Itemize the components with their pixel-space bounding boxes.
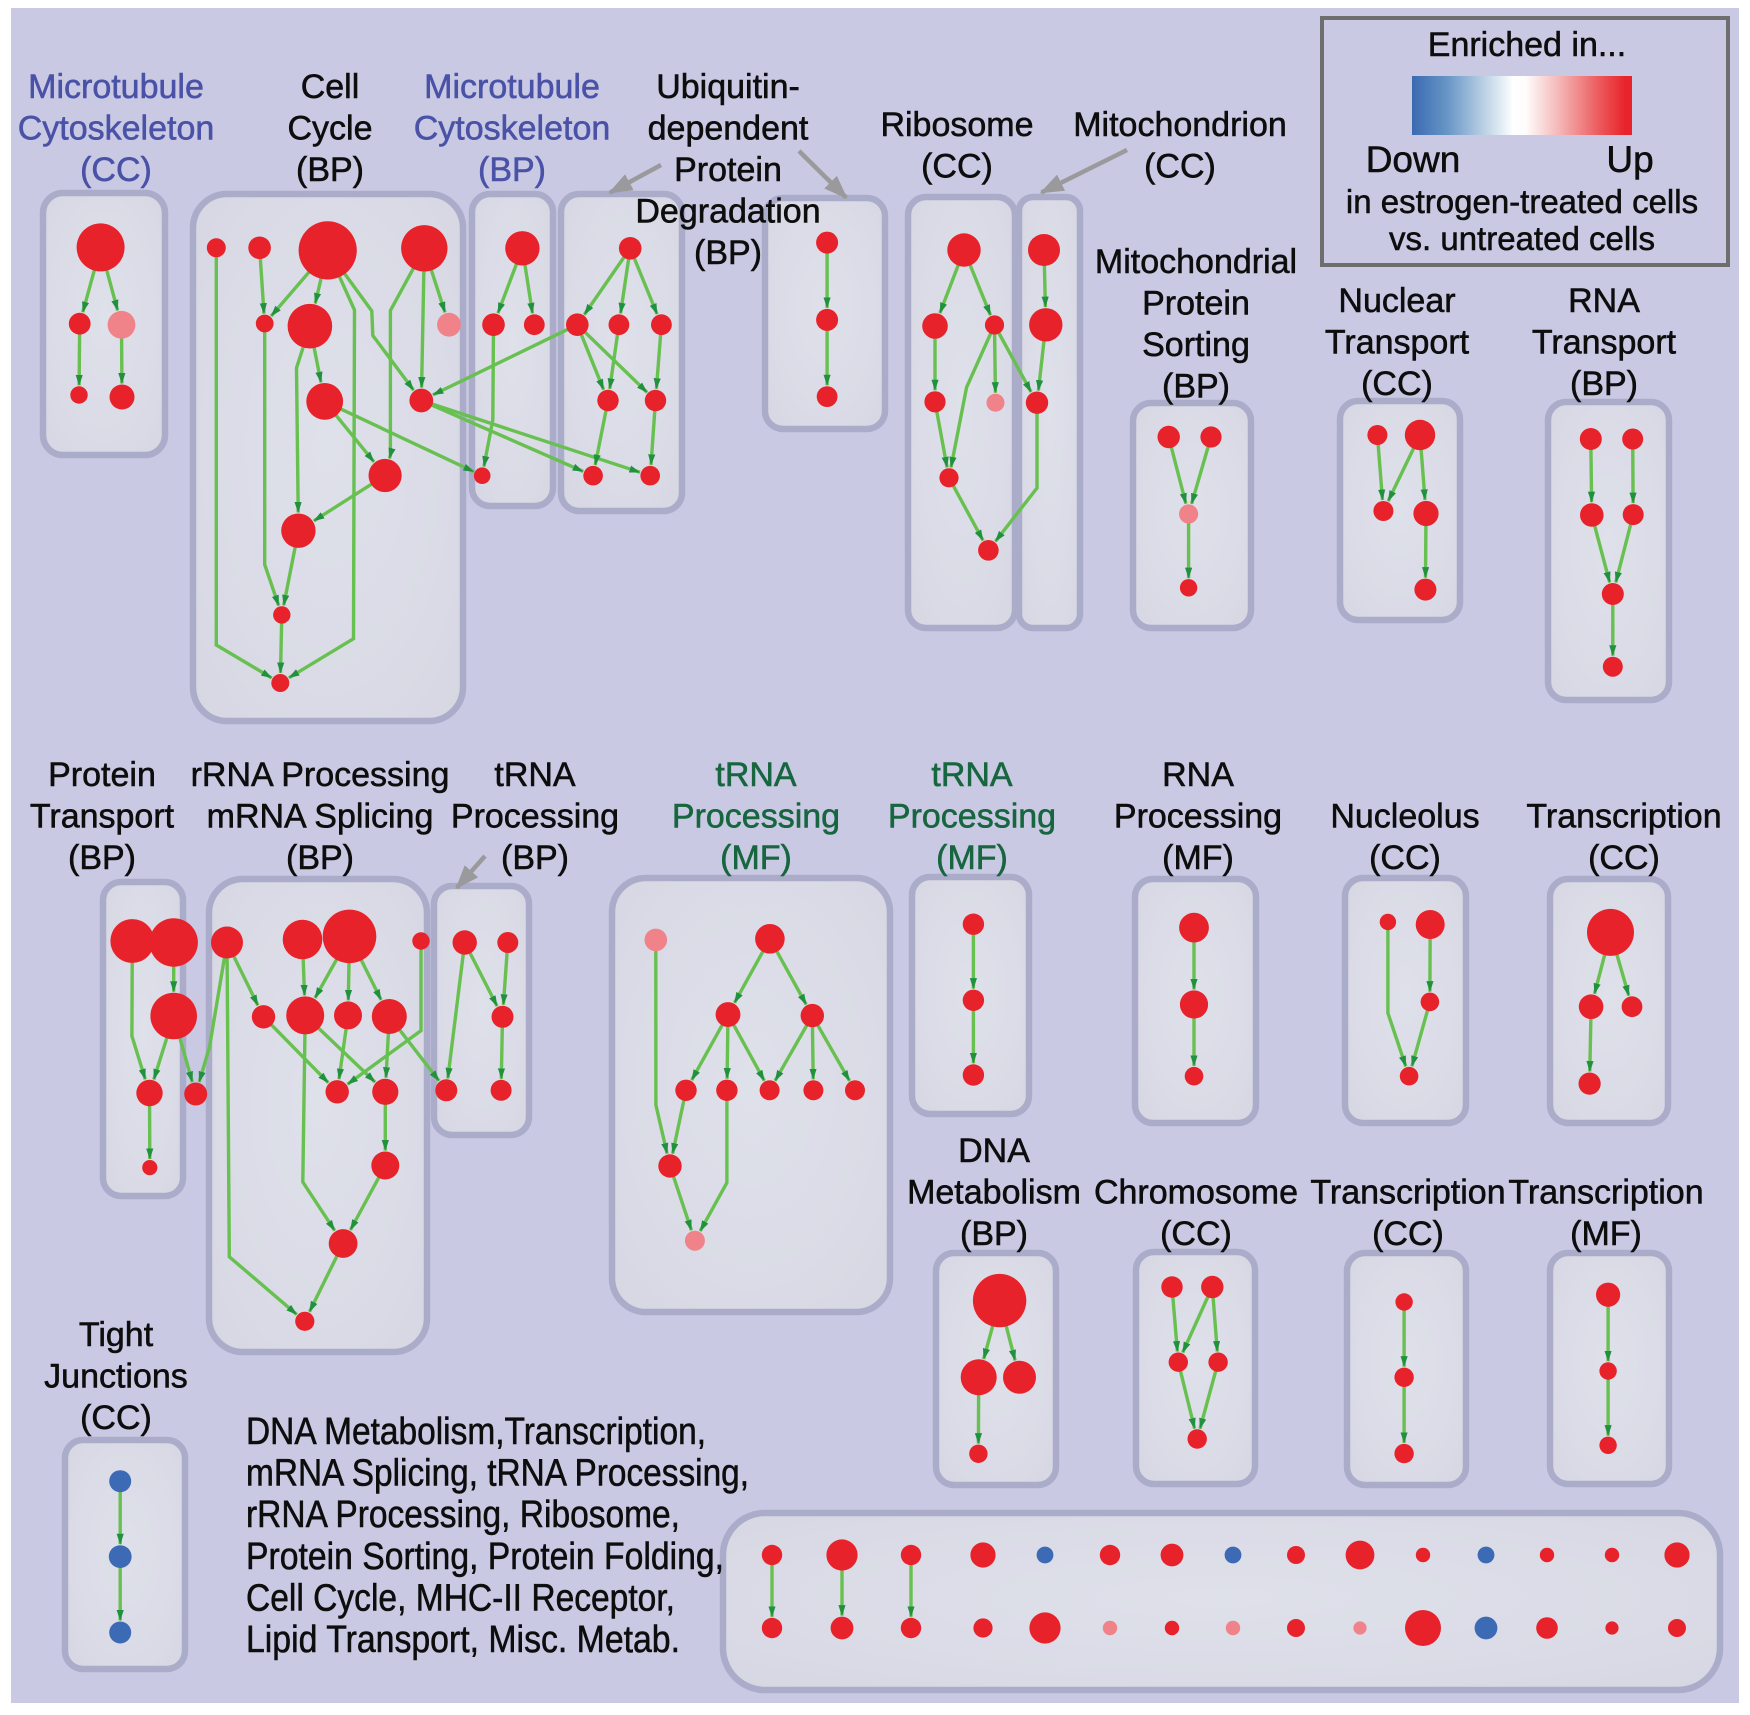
svg-text:(MF): (MF) bbox=[1162, 839, 1234, 877]
svg-text:Enriched in...: Enriched in... bbox=[1428, 26, 1626, 64]
svg-text:Ubiquitin-: Ubiquitin- bbox=[656, 68, 800, 106]
svg-text:Down: Down bbox=[1366, 139, 1461, 180]
svg-text:Up: Up bbox=[1606, 139, 1653, 180]
svg-text:Nuclear: Nuclear bbox=[1338, 282, 1455, 320]
svg-text:Protein Sorting, Protein Foldi: Protein Sorting, Protein Folding, bbox=[246, 1536, 724, 1578]
svg-text:Transport: Transport bbox=[1532, 324, 1677, 362]
svg-text:Transcription: Transcription bbox=[1526, 798, 1721, 836]
svg-text:(CC): (CC) bbox=[1372, 1215, 1444, 1253]
svg-text:Protein: Protein bbox=[1142, 285, 1250, 323]
svg-text:Degradation: Degradation bbox=[635, 193, 820, 231]
svg-text:(BP): (BP) bbox=[286, 839, 354, 877]
svg-text:(CC): (CC) bbox=[921, 148, 993, 186]
svg-text:Cytoskeleton: Cytoskeleton bbox=[414, 110, 611, 148]
svg-text:(BP): (BP) bbox=[1162, 368, 1230, 406]
svg-text:Mitochondrial: Mitochondrial bbox=[1095, 243, 1297, 281]
svg-text:Transport: Transport bbox=[30, 798, 175, 836]
svg-text:Processing: Processing bbox=[672, 798, 840, 836]
svg-text:(MF): (MF) bbox=[1570, 1215, 1642, 1253]
svg-text:rRNA Processing: rRNA Processing bbox=[191, 756, 450, 794]
svg-text:(MF): (MF) bbox=[936, 839, 1008, 877]
svg-text:Processing: Processing bbox=[1114, 798, 1282, 836]
svg-text:mRNA Splicing, tRNA Processing: mRNA Splicing, tRNA Processing, bbox=[246, 1453, 749, 1495]
svg-text:Processing: Processing bbox=[451, 798, 619, 836]
svg-text:Chromosome: Chromosome bbox=[1094, 1174, 1298, 1212]
svg-text:Protein: Protein bbox=[48, 756, 156, 794]
svg-text:Transport: Transport bbox=[1325, 324, 1470, 362]
svg-text:tRNA: tRNA bbox=[931, 756, 1013, 794]
svg-text:(BP): (BP) bbox=[694, 234, 762, 272]
svg-text:tRNA: tRNA bbox=[715, 756, 797, 794]
svg-text:Cell: Cell bbox=[301, 68, 360, 106]
svg-text:mRNA Splicing: mRNA Splicing bbox=[207, 798, 434, 836]
svg-text:dependent: dependent bbox=[648, 110, 809, 148]
svg-text:Protein: Protein bbox=[674, 151, 782, 189]
svg-text:(BP): (BP) bbox=[296, 151, 364, 189]
svg-text:in estrogen-treated cells: in estrogen-treated cells bbox=[1346, 183, 1698, 220]
svg-text:(CC): (CC) bbox=[1361, 365, 1433, 403]
svg-text:Cell Cycle, MHC-II Receptor,: Cell Cycle, MHC-II Receptor, bbox=[246, 1577, 675, 1619]
svg-text:(CC): (CC) bbox=[1160, 1215, 1232, 1253]
svg-text:(BP): (BP) bbox=[478, 151, 546, 189]
svg-text:(BP): (BP) bbox=[68, 839, 136, 877]
svg-text:RNA: RNA bbox=[1162, 756, 1234, 794]
svg-text:Cycle: Cycle bbox=[287, 110, 372, 148]
svg-text:Microtubule: Microtubule bbox=[424, 68, 600, 106]
svg-text:(CC): (CC) bbox=[1588, 839, 1660, 877]
svg-text:Ribosome: Ribosome bbox=[880, 106, 1033, 144]
svg-text:(CC): (CC) bbox=[80, 1399, 152, 1437]
svg-text:(CC): (CC) bbox=[1144, 148, 1216, 186]
svg-text:vs. untreated cells: vs. untreated cells bbox=[1389, 220, 1655, 257]
svg-text:Transcription: Transcription bbox=[1310, 1174, 1505, 1212]
svg-text:Microtubule: Microtubule bbox=[28, 68, 204, 106]
svg-text:(BP): (BP) bbox=[1570, 365, 1638, 403]
svg-text:(CC): (CC) bbox=[80, 151, 152, 189]
svg-text:Sorting: Sorting bbox=[1142, 326, 1250, 364]
svg-text:Junctions: Junctions bbox=[44, 1358, 188, 1396]
svg-text:Cytoskeleton: Cytoskeleton bbox=[18, 110, 215, 148]
svg-text:Processing: Processing bbox=[888, 798, 1056, 836]
svg-text:rRNA Processing, Ribosome,: rRNA Processing, Ribosome, bbox=[246, 1494, 680, 1536]
svg-text:Metabolism: Metabolism bbox=[907, 1174, 1081, 1212]
svg-text:(CC): (CC) bbox=[1369, 839, 1441, 877]
svg-text:DNA: DNA bbox=[958, 1132, 1030, 1170]
svg-text:Tight: Tight bbox=[79, 1316, 154, 1354]
svg-text:(MF): (MF) bbox=[720, 839, 792, 877]
svg-text:(BP): (BP) bbox=[501, 839, 569, 877]
svg-text:RNA: RNA bbox=[1568, 282, 1640, 320]
svg-text:Transcription: Transcription bbox=[1508, 1174, 1703, 1212]
svg-text:DNA Metabolism,Transcription,: DNA Metabolism,Transcription, bbox=[246, 1411, 706, 1453]
svg-text:Lipid Transport, Misc. Metab.: Lipid Transport, Misc. Metab. bbox=[246, 1619, 680, 1661]
svg-text:tRNA: tRNA bbox=[494, 756, 576, 794]
svg-text:Mitochondrion: Mitochondrion bbox=[1073, 106, 1287, 144]
svg-text:(BP): (BP) bbox=[960, 1215, 1028, 1253]
svg-text:Nucleolus: Nucleolus bbox=[1330, 798, 1479, 836]
